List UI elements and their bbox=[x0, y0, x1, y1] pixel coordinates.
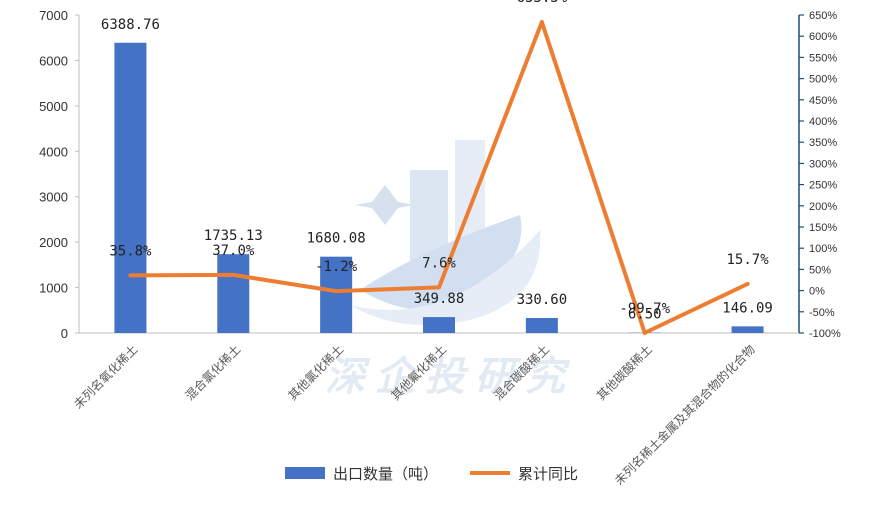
bar bbox=[423, 317, 455, 333]
y-right-tick-label: 550% bbox=[809, 52, 837, 64]
y-right-tick-label: 400% bbox=[809, 116, 837, 128]
bar bbox=[114, 42, 147, 333]
y-right-tick-label: 150% bbox=[809, 222, 837, 234]
bar-value-label: 1735.13 bbox=[204, 228, 263, 244]
line-point bbox=[334, 289, 339, 294]
y-left-tick-label: 1000 bbox=[39, 281, 68, 296]
line-value-label: 37.0% bbox=[212, 243, 255, 259]
y-right-tick-label: 300% bbox=[809, 158, 837, 170]
bar-value-label: 6.50 bbox=[628, 307, 662, 323]
watermark-logo: 深企投研究 bbox=[325, 140, 575, 400]
line-point bbox=[745, 281, 750, 286]
bar-value-label: 330.60 bbox=[517, 292, 568, 308]
line-point bbox=[539, 20, 544, 25]
line-value-label: -99.7% bbox=[619, 301, 670, 317]
y-right-tick-label: 450% bbox=[809, 95, 837, 107]
line-value-label: -1.2% bbox=[315, 259, 358, 275]
bar-value-label: 146.09 bbox=[722, 300, 773, 316]
category-label: 其他碳酸稀土 bbox=[593, 342, 655, 404]
y-axis-left: 0 1000 2000 3000 4000 5000 6000 7000 bbox=[39, 8, 80, 341]
line-value-label: 633.3% bbox=[517, 0, 568, 6]
legend-line-label: 累计同比 bbox=[518, 465, 578, 483]
y-right-tick-label: 0% bbox=[809, 286, 825, 298]
category-label: 混合氯化稀土 bbox=[182, 342, 244, 404]
y-right-tick-label: -50% bbox=[809, 307, 835, 319]
category-label: 未列名氧化稀土 bbox=[71, 342, 141, 412]
line-point bbox=[642, 330, 647, 335]
legend: 出口数量（吨） 累计同比 bbox=[285, 465, 578, 483]
bar bbox=[217, 254, 250, 333]
line-point bbox=[437, 285, 441, 290]
y-axis-right: -100% -50% 0% 50% 100% 150% 200% 250% 300% 350% 40… bbox=[798, 10, 841, 340]
bar-value-label: 349.88 bbox=[414, 291, 465, 307]
legend-bar-swatch bbox=[285, 467, 325, 479]
y-right-tick-label: 200% bbox=[809, 201, 837, 213]
bar-value-labels: 6388.76 1735.13 1680.08 349.88 330.60 6.50 146… bbox=[101, 17, 773, 323]
y-right-tick-label: -100% bbox=[809, 328, 841, 340]
line-value-label: 15.7% bbox=[726, 252, 769, 268]
y-left-tick-label: 0 bbox=[61, 326, 68, 341]
y-left-tick-label: 4000 bbox=[39, 144, 68, 159]
y-right-tick-label: 50% bbox=[809, 264, 831, 276]
watermark-text: 深企投研究 bbox=[325, 353, 575, 400]
y-left-tick-label: 7000 bbox=[39, 8, 68, 23]
bar bbox=[320, 256, 353, 333]
y-left-tick-label: 2000 bbox=[39, 235, 68, 250]
y-right-tick-label: 500% bbox=[809, 74, 837, 86]
line-value-labels: 35.8% 37.0% -1.2% 7.6% 633.3% -99.7% 15.7% bbox=[109, 0, 769, 317]
bar bbox=[525, 317, 558, 333]
line-series bbox=[128, 20, 750, 335]
bar-value-label: 6388.76 bbox=[101, 17, 160, 33]
bar-value-label: 1680.08 bbox=[307, 231, 366, 247]
y-left-tick-label: 6000 bbox=[39, 53, 68, 68]
y-right-tick-label: 100% bbox=[809, 243, 837, 255]
y-right-tick-label: 650% bbox=[809, 10, 837, 22]
bar bbox=[731, 326, 764, 333]
line-point bbox=[231, 272, 236, 277]
line-value-label: 7.6% bbox=[422, 255, 456, 271]
line-value-label: 35.8% bbox=[109, 243, 152, 259]
y-left-tick-label: 5000 bbox=[39, 99, 68, 114]
y-right-tick-label: 350% bbox=[809, 137, 837, 149]
y-left-tick-label: 3000 bbox=[39, 190, 68, 205]
y-right-tick-label: 600% bbox=[809, 31, 837, 43]
line-point bbox=[128, 273, 133, 278]
bar-series bbox=[114, 42, 764, 333]
y-right-tick-label: 250% bbox=[809, 180, 837, 192]
legend-bar-label: 出口数量（吨） bbox=[333, 465, 438, 483]
